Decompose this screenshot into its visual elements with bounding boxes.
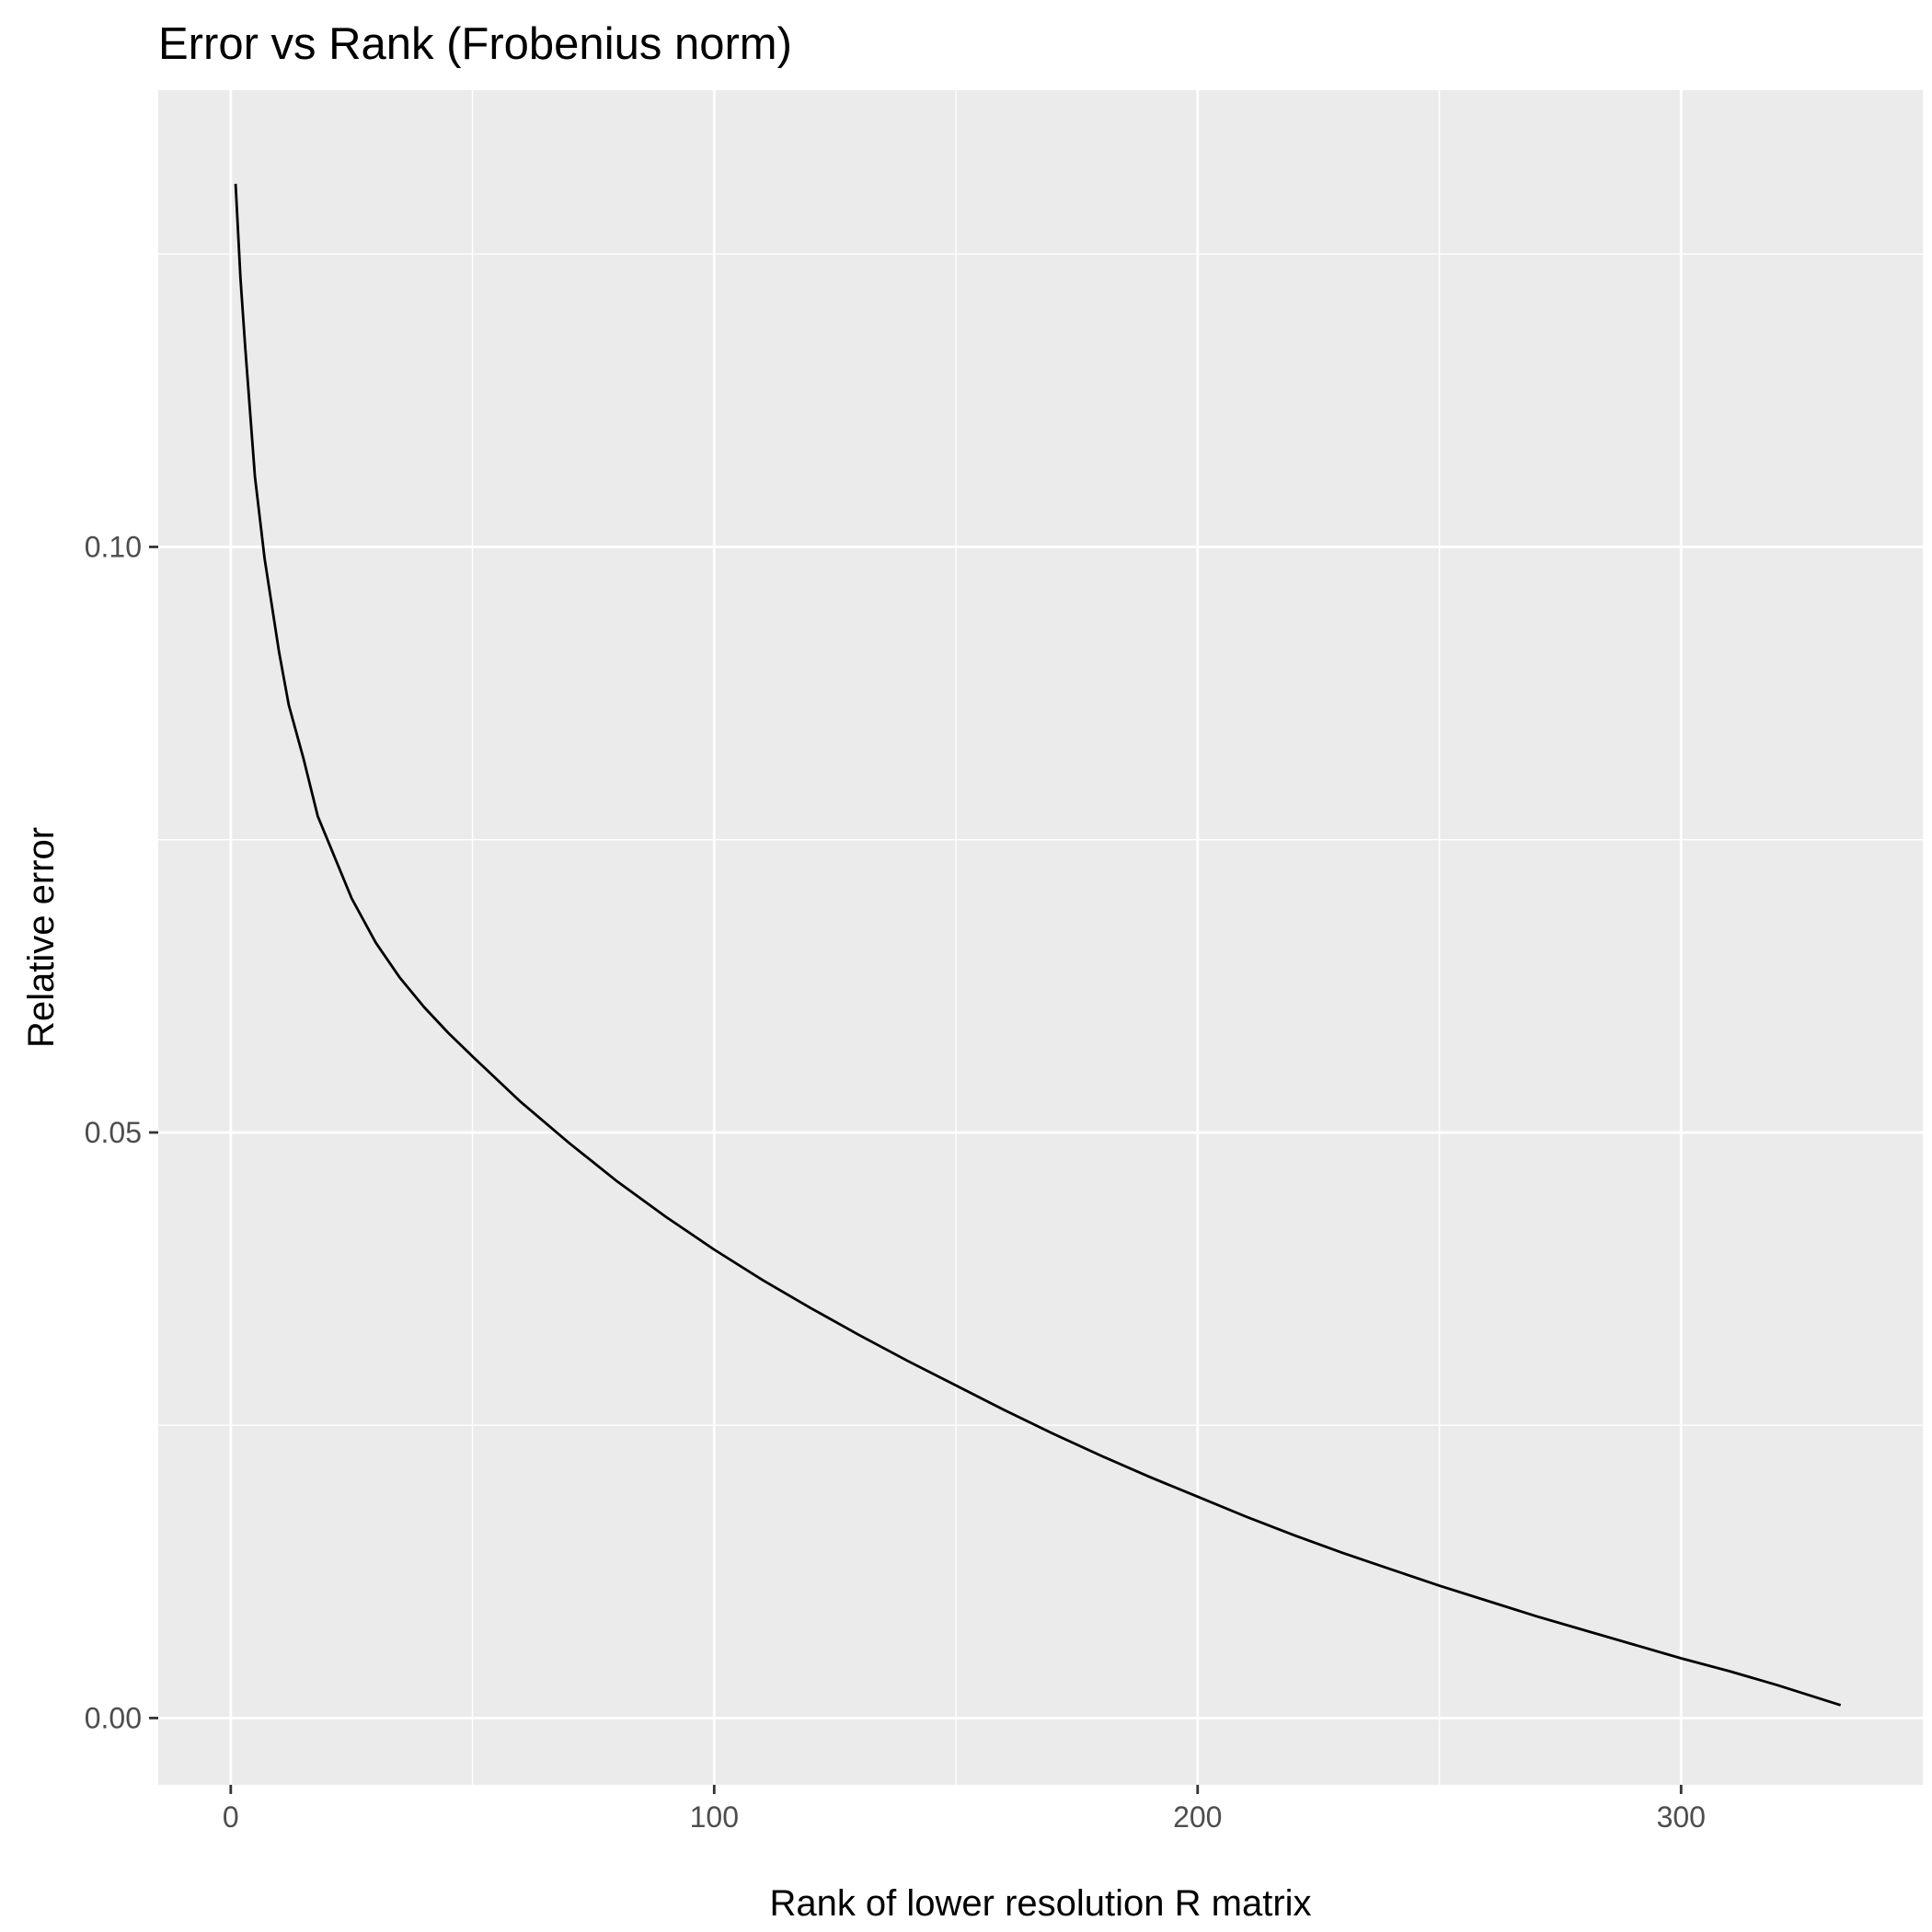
y-tick-label: 0.05 xyxy=(85,1116,142,1149)
x-tick-label: 100 xyxy=(690,1800,739,1834)
series-layer xyxy=(234,183,1842,1707)
x-tick-label: 200 xyxy=(1173,1800,1222,1834)
axis-layer: 0 100 200 300 0.00 0.05 0.10 xyxy=(85,530,1706,1834)
y-axis-label: Relative error xyxy=(21,827,62,1048)
y-tick-label: 0.10 xyxy=(85,530,142,563)
series-line xyxy=(234,183,1842,1707)
plot-panel xyxy=(158,90,1923,1785)
x-tick-label: 300 xyxy=(1657,1800,1706,1834)
x-tick-label: 0 xyxy=(223,1800,239,1834)
y-tick-label: 0.00 xyxy=(85,1701,142,1734)
x-axis-label: Rank of lower resolution R matrix xyxy=(769,1883,1311,1924)
grid-layer xyxy=(158,90,1923,1785)
chart-title: Error vs Rank (Frobenius norm) xyxy=(158,19,792,69)
